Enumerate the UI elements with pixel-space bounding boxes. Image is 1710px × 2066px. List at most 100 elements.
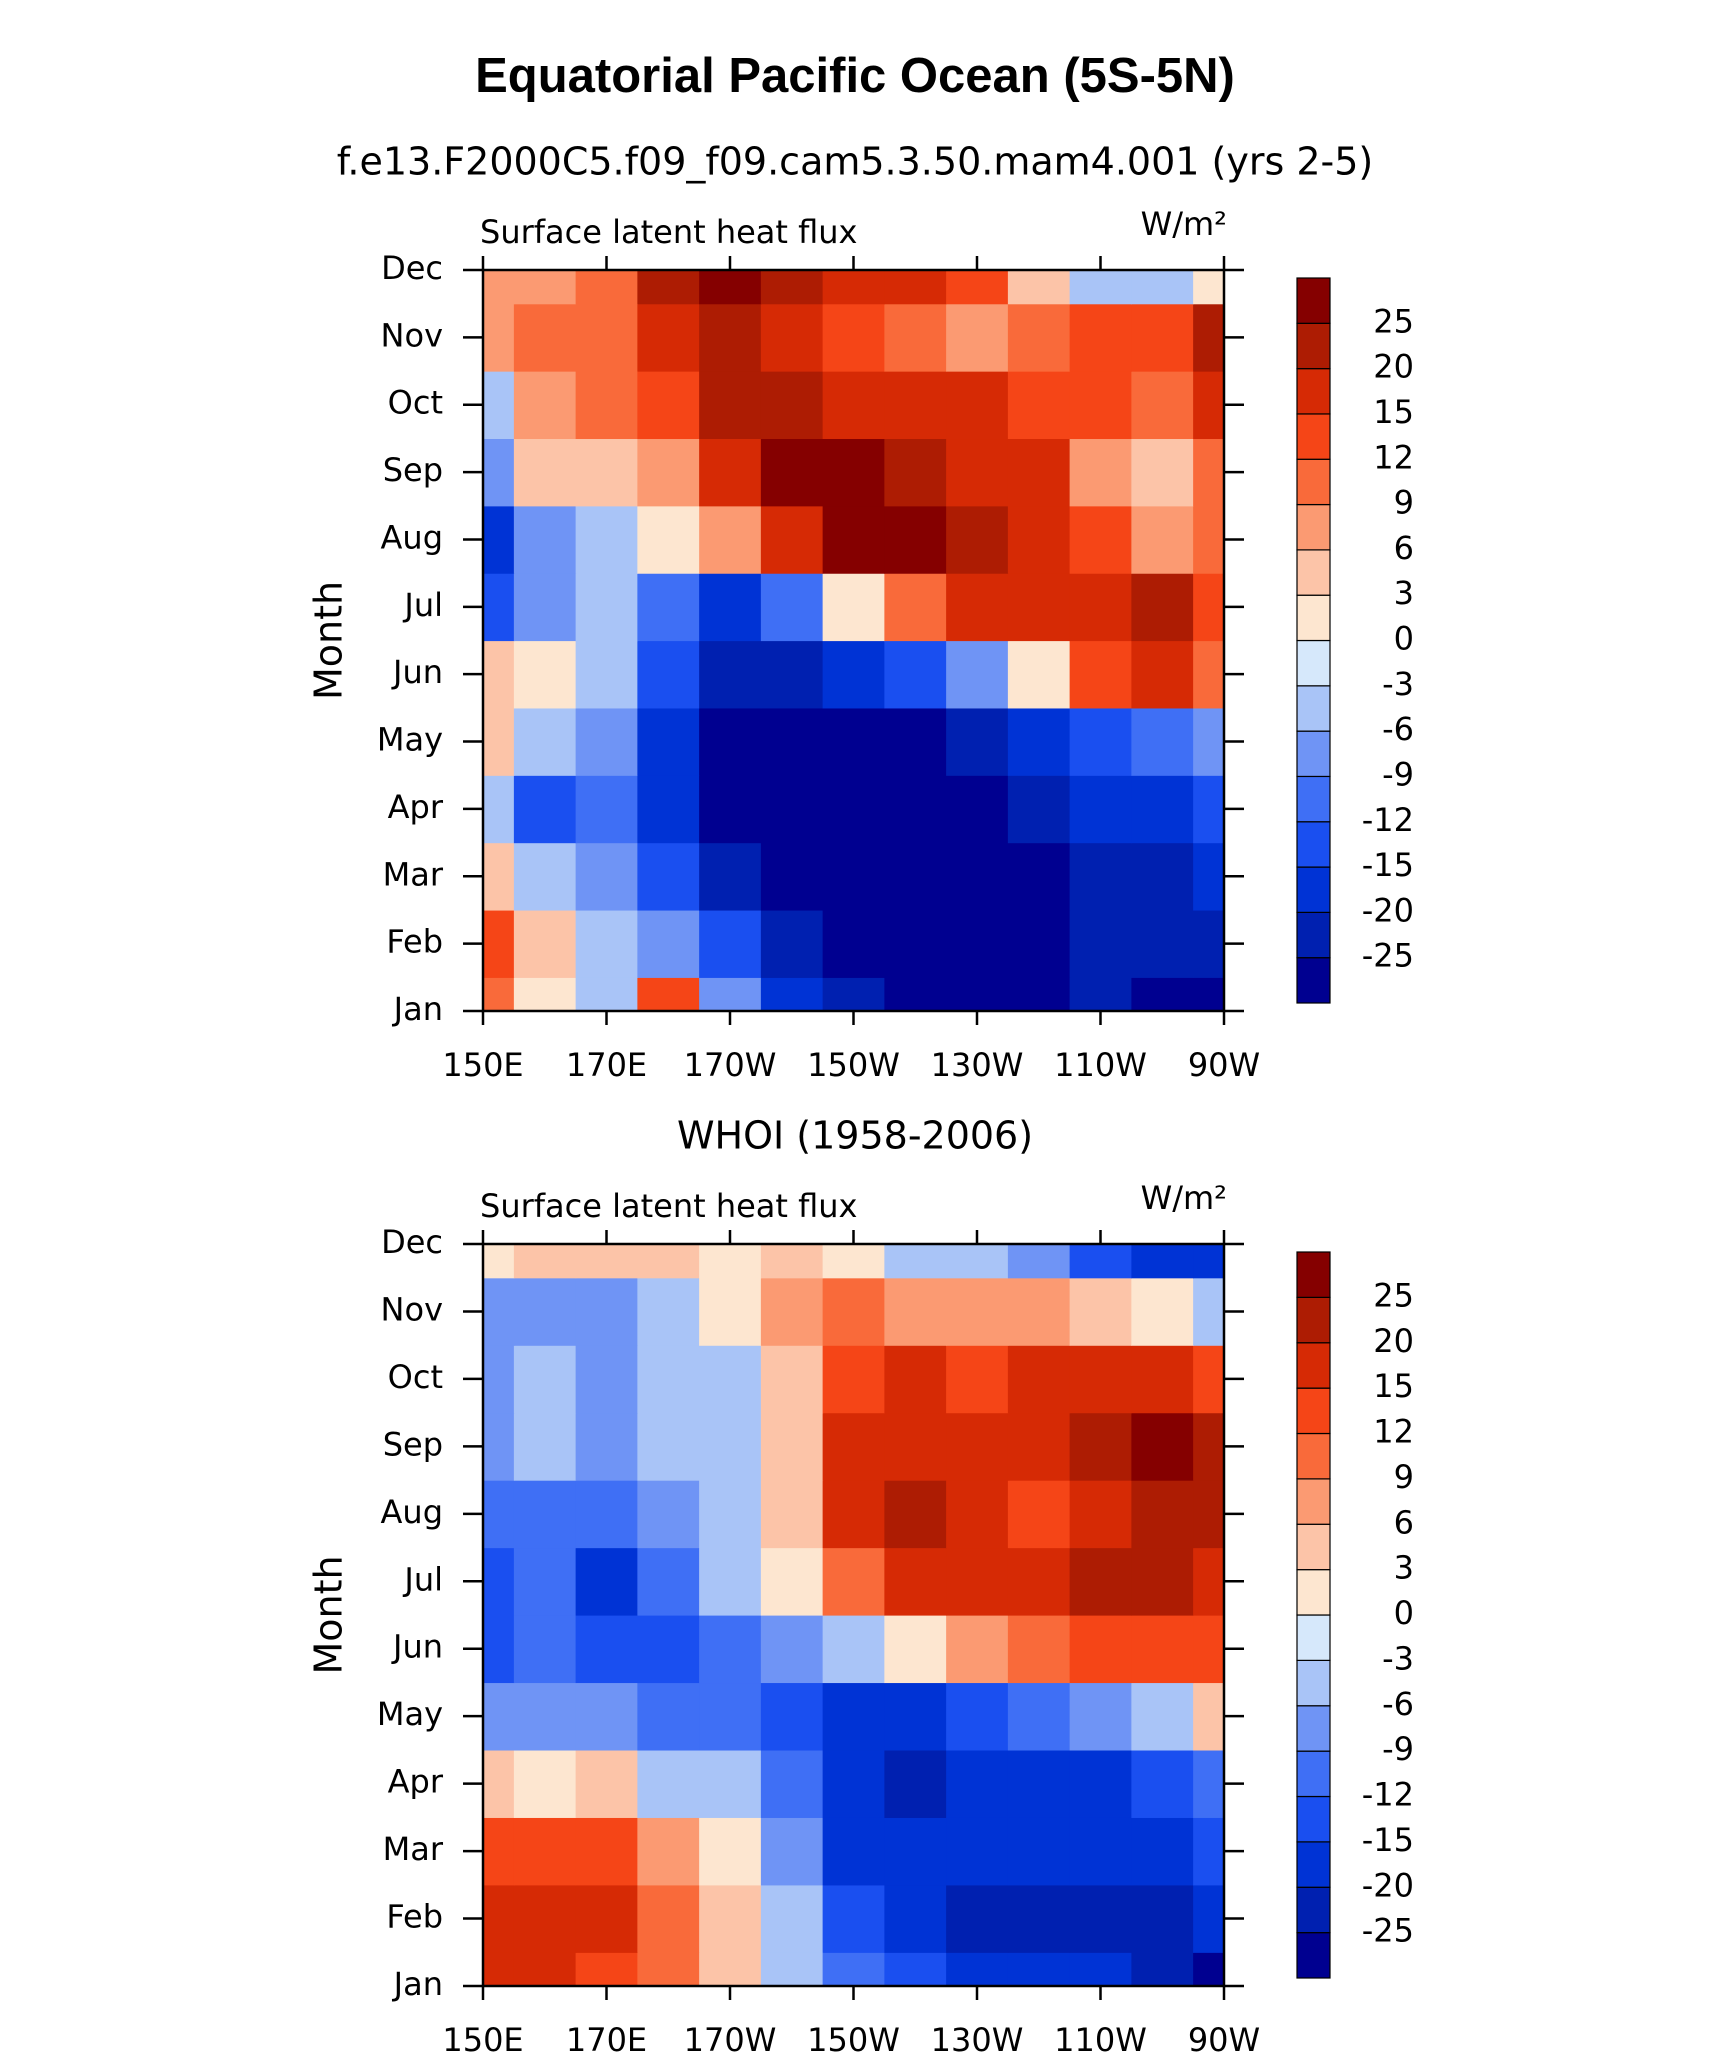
field-cell [946,1884,1009,1953]
field-cell [483,775,515,844]
field-cell [637,1952,700,1986]
field-cell [946,573,1009,642]
field-cell [513,1480,577,1549]
field-cell [637,977,700,1011]
field-cell [946,438,1009,507]
field-cell [513,640,577,709]
field-cell [1131,438,1194,507]
field-cell [513,303,577,372]
field-cell [575,1412,638,1481]
field-cell [637,438,700,507]
y-tick-label: Jun [391,1628,443,1666]
field-cell [1069,1682,1132,1751]
field-cell [513,1615,577,1684]
field-cell [1131,573,1194,642]
field-cell [760,1682,824,1751]
field-cell [699,1480,762,1549]
field-cell [884,371,947,440]
y-tick-label: Oct [388,384,443,422]
field-cell [483,438,515,507]
colorbar-label: -12 [1362,801,1414,839]
field-cell [1131,1480,1194,1549]
field-cell [575,1952,638,1986]
field-cell [884,573,947,642]
field-cell [1069,1749,1132,1818]
field-cell [760,303,824,372]
colorbar-label: 25 [1373,302,1414,340]
field-cell [1007,1952,1071,1986]
field-cell [1007,270,1071,305]
field-cell [1069,640,1132,709]
field-cell [884,640,947,709]
field-cell [513,909,577,978]
field-cell [760,1412,824,1481]
field-cell [1131,1277,1194,1346]
field-cell [1131,640,1194,709]
field-cell [1007,1884,1071,1953]
field-cell [1007,1244,1071,1279]
field-cell [1131,1412,1194,1481]
colorbar-label: 25 [1373,1276,1414,1314]
field-cell [1007,505,1071,574]
field-cell [1193,640,1224,709]
field-cell [1131,1749,1194,1818]
colorbar-box [1296,1705,1331,1752]
colorbar-label: -15 [1362,1821,1414,1859]
field-cell [1007,842,1071,911]
field-cell [1069,270,1132,305]
field-cell [699,909,762,978]
y-tick-label: Oct [388,1358,443,1396]
field-cell [513,707,577,776]
field-cell [1069,842,1132,911]
field-cell [760,270,824,305]
colorbar-box [1296,1432,1331,1480]
field-cell [483,1547,515,1616]
field-cell [513,270,577,305]
colorbar-label: -3 [1382,1639,1414,1677]
x-tick-label: 130W [931,1046,1024,1084]
field-cell [822,640,885,709]
field-cell [1193,270,1224,305]
field-cell [760,505,824,574]
field-cell [946,1480,1009,1549]
field-cell [1007,1345,1071,1414]
colorbar-label: 15 [1373,1367,1414,1405]
colorbar-box [1296,277,1331,324]
colorbar-box [1296,413,1331,460]
colorbar-box [1296,730,1331,778]
field-cell [575,1480,638,1549]
field-cell [822,842,885,911]
field-cell [946,909,1009,978]
field-cell [1069,1547,1132,1616]
field-cell [822,909,885,978]
colorbar-label: -9 [1382,1730,1414,1768]
field-cell [513,1884,577,1953]
field-cell [760,1817,824,1886]
colorbar-label: 20 [1373,348,1414,386]
field-cell [483,1277,515,1346]
y-tick-label: Jul [402,1560,443,1598]
field-cell [1193,707,1224,776]
field-cell [699,1345,762,1414]
field-cell [1193,909,1224,978]
field-cell [575,1817,638,1886]
field-cell [483,505,515,574]
field-cell [1069,1480,1132,1549]
field-cell [637,505,700,574]
y-tick-label: Mar [383,855,444,893]
field-cell [1193,977,1224,1011]
colorbar-box [1296,1523,1331,1571]
field-cell [575,505,638,574]
field-cell [1131,1547,1194,1616]
field-cell [637,1682,700,1751]
field-cell [699,1817,762,1886]
field-cell [822,1884,885,1953]
colorbar-label: 15 [1373,393,1414,431]
field-cell [483,909,515,978]
colorbar-label: 9 [1394,484,1414,522]
field-cell [637,270,700,305]
field-cell [822,438,885,507]
field-cell [760,1952,824,1986]
field-cell [1007,1277,1071,1346]
